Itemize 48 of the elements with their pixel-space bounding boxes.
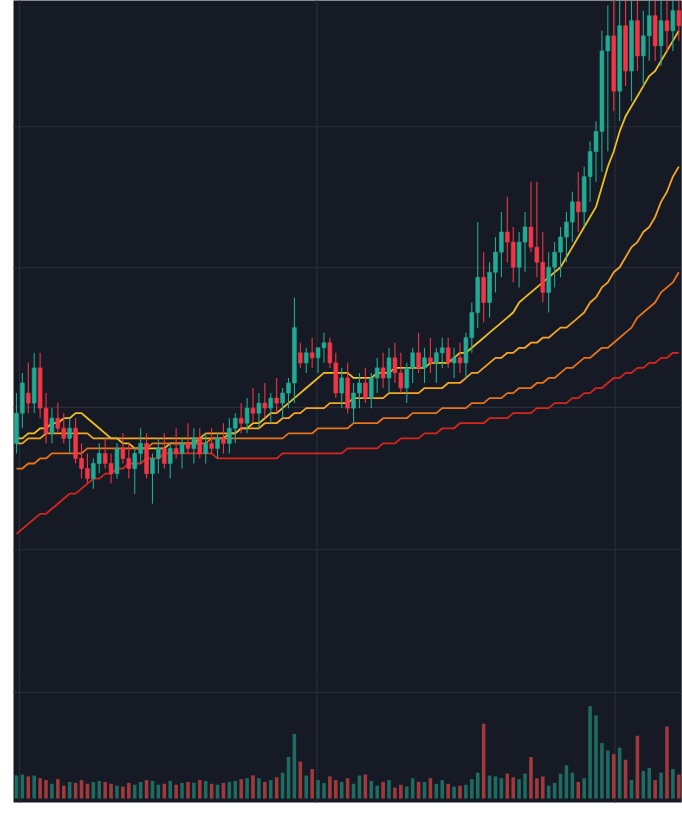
candlestick: [321, 332, 327, 364]
candlestick: [191, 427, 196, 465]
candlestick: [185, 422, 191, 454]
candlestick: [575, 171, 581, 233]
candlestick: [173, 427, 179, 459]
candlestick: [457, 342, 463, 374]
candlestick: [268, 392, 273, 424]
candlestick: [197, 427, 202, 459]
candlestick: [422, 347, 427, 384]
candlestick: [215, 432, 220, 459]
candlestick: [49, 407, 55, 444]
candlestick: [226, 417, 232, 454]
candlestick: [256, 392, 262, 429]
candlestick: [144, 432, 149, 480]
candlestick: [658, 0, 664, 67]
candlestick: [623, 0, 628, 87]
candlestick: [416, 332, 421, 374]
candlestick: [250, 387, 256, 424]
candlestick: [31, 352, 37, 414]
candlestick: [297, 342, 303, 369]
candlestick: [445, 337, 451, 369]
candlestick: [309, 337, 315, 369]
candlestick: [221, 422, 226, 454]
candlestick: [161, 432, 167, 470]
candlestick: [25, 362, 31, 414]
candlestick: [67, 417, 72, 454]
candlestick: [179, 437, 185, 470]
candlestick: [652, 0, 658, 62]
candlestick: [635, 0, 640, 72]
candlestick: [428, 337, 433, 374]
candlestick: [274, 377, 279, 414]
candlestick: [303, 347, 309, 374]
candlestick: [244, 397, 250, 434]
candlestick: [362, 367, 368, 404]
candlestick: [262, 382, 267, 419]
candlestick: [167, 442, 173, 480]
candlestick: [339, 367, 344, 409]
candlestick: [451, 347, 457, 379]
candlestick: [670, 0, 675, 52]
candlestick: [114, 442, 120, 480]
candlestick: [209, 427, 214, 454]
candlestick: [664, 0, 670, 52]
candlestick: [481, 251, 486, 324]
candlestick: [238, 402, 244, 434]
candlestick: [386, 347, 392, 394]
candlestick: [345, 362, 350, 414]
candlestick: [380, 352, 386, 389]
candlestick: [203, 432, 208, 465]
